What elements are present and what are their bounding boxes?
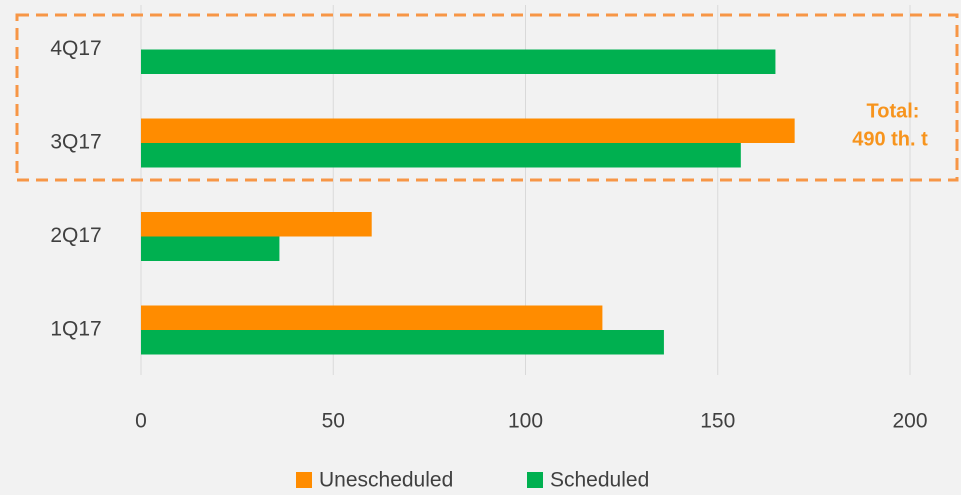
- y-tick-label: 3Q17: [50, 131, 101, 154]
- bar: [141, 143, 741, 168]
- y-tick-label: 2Q17: [50, 224, 101, 247]
- bar: [141, 305, 603, 330]
- x-tick-label: 150: [700, 410, 735, 433]
- y-tick-label: 1Q17: [50, 318, 101, 341]
- x-tick-label: 50: [322, 410, 345, 433]
- bar: [141, 49, 776, 74]
- x-tick-label: 0: [135, 410, 147, 433]
- legend-swatch: [527, 472, 543, 488]
- legend-swatch: [296, 472, 312, 488]
- legend-label: Scheduled: [550, 469, 649, 492]
- bar: [141, 236, 280, 261]
- bar: [141, 118, 795, 143]
- x-tick-label: 200: [892, 410, 927, 433]
- x-tick-label: 100: [508, 410, 543, 433]
- y-tick-label: 4Q17: [50, 37, 101, 60]
- bar: [141, 212, 372, 237]
- annotation: 490 th. t: [852, 128, 928, 150]
- annotation: Total:: [867, 100, 920, 122]
- legend-label: Unescheduled: [319, 469, 453, 492]
- bar: [141, 330, 664, 355]
